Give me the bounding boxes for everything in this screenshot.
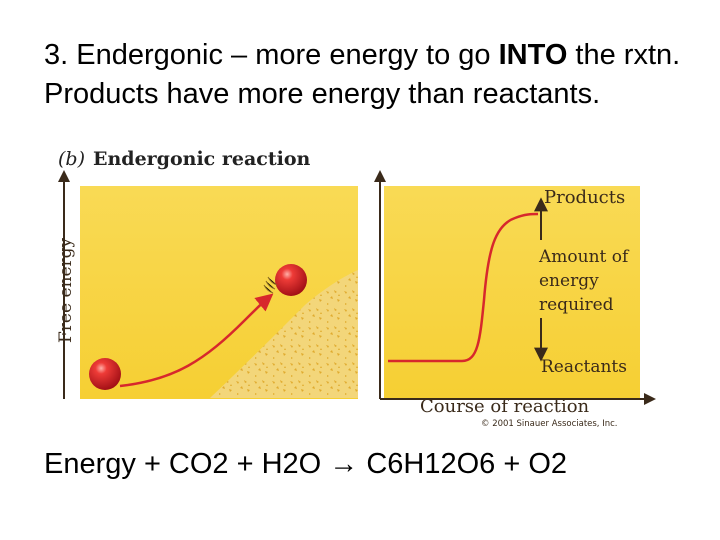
heading-text-1: 3. Endergonic – more energy to go [44, 39, 499, 71]
energy-label-line-3: required [539, 295, 614, 315]
reaction-equation: Energy + CO2 + H2O → C6H12O6 + O2 [44, 448, 568, 480]
motion-lines [263, 276, 278, 294]
products-label: Products [544, 187, 625, 208]
slide-heading: 3. Endergonic – more energy to go INTO t… [44, 36, 704, 114]
reaction-curve [388, 212, 539, 363]
copyright-text: © 2001 Sinauer Associates, Inc. [481, 419, 617, 429]
reactant-ball [89, 358, 121, 390]
x-axis-label: Course of reaction [420, 396, 590, 417]
right-panel: Products Amount of energy required React… [374, 170, 656, 429]
energy-label-line-2: energy [539, 271, 599, 291]
left-panel: Free energy [56, 170, 358, 399]
right-panel-background [384, 186, 640, 399]
panel-title: Endergonic reaction [93, 148, 311, 170]
energy-hill [210, 270, 358, 398]
product-ball [275, 264, 307, 296]
y-axis-label: Free energy [56, 237, 76, 343]
heading-emphasis: INTO [498, 39, 568, 71]
roll-path-arrow [119, 293, 274, 388]
energy-label-line-1: Amount of [538, 247, 630, 267]
heading-text-2: the rxtn. Products have more energy than… [44, 39, 681, 110]
panel-tag: (b) [58, 148, 85, 170]
reactants-label: Reactants [541, 357, 627, 377]
figure-caption: (b) Endergonic reaction [58, 148, 310, 170]
